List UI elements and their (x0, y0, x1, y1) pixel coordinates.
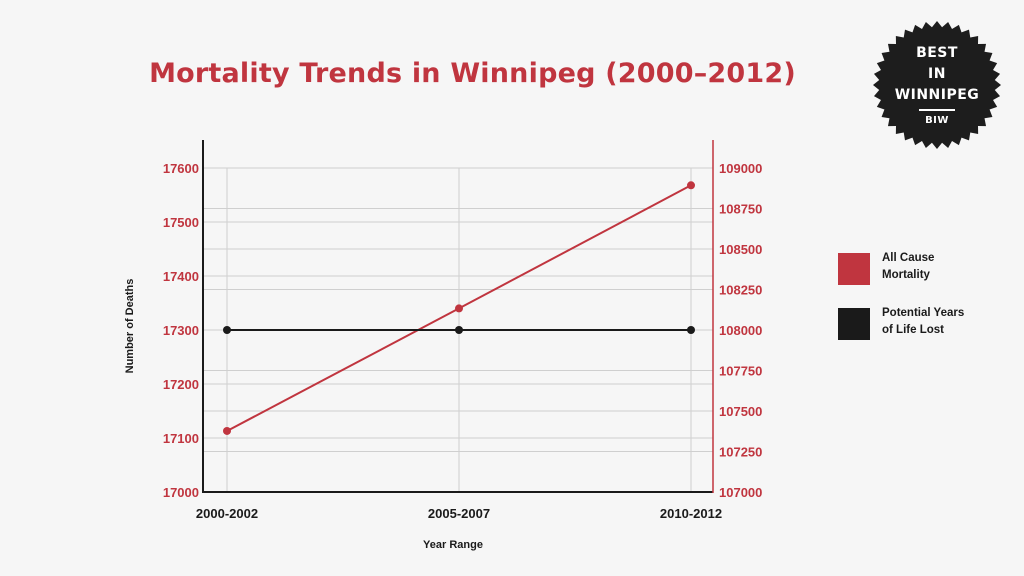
series-point-1 (455, 326, 463, 334)
y-tick-left: 17100 (163, 431, 199, 446)
y-tick-right: 107500 (719, 404, 762, 419)
series-point-1 (223, 326, 231, 334)
x-axis-label: Year Range (423, 539, 483, 551)
y-tick-right: 108500 (719, 242, 762, 257)
series-point-0 (455, 304, 463, 313)
y-tick-right: 109000 (719, 161, 762, 176)
y-tick-right: 107750 (719, 364, 762, 379)
legend-swatch (838, 253, 870, 285)
series-point-1 (687, 326, 695, 334)
legend-label: All Cause Mortality (882, 250, 982, 284)
legend-swatch (838, 308, 870, 340)
legend-item-all-cause-mortality: All Cause Mortality (838, 250, 982, 285)
legend: All Cause Mortality Potential Years of L… (838, 250, 982, 360)
y-axis-label: Number of Deaths (124, 279, 136, 374)
legend-label-line: Mortality (882, 269, 930, 281)
badge-text: BEST IN WINNIPEG BIW (872, 20, 1002, 150)
badge-line-2: IN (928, 66, 946, 82)
y-tick-left: 17400 (163, 269, 199, 284)
y-tick-left: 17500 (163, 215, 199, 230)
x-tick: 2000-2002 (196, 506, 258, 521)
legend-label-line: Potential Years (882, 307, 965, 319)
y-tick-right: 107250 (719, 445, 762, 460)
badge-divider (919, 109, 955, 111)
y-tick-right: 108000 (719, 323, 762, 338)
y-tick-left: 17200 (163, 377, 199, 392)
legend-label-line: of Life Lost (882, 324, 944, 336)
y-tick-left: 17300 (163, 323, 199, 338)
series-point-0 (223, 426, 231, 435)
axes (202, 140, 714, 493)
y-tick-left: 17000 (163, 485, 199, 500)
chart-title: Mortality Trends in Winnipeg (2000–2012) (149, 58, 796, 89)
badge-abbr: BIW (925, 115, 949, 126)
y-tick-right: 107000 (719, 485, 762, 500)
badge-line-3: WINNIPEG (894, 87, 980, 103)
badge-line-1: BEST (916, 45, 958, 61)
y-tick-left: 17600 (163, 161, 199, 176)
legend-label-line: All Cause (882, 252, 935, 264)
y-tick-right: 108250 (719, 283, 762, 298)
legend-item-potential-years: Potential Years of Life Lost (838, 305, 982, 340)
series-point-0 (687, 181, 695, 190)
legend-label: Potential Years of Life Lost (882, 305, 982, 339)
x-tick: 2005-2007 (428, 506, 490, 521)
y-tick-right: 108750 (719, 202, 762, 217)
x-tick: 2010-2012 (660, 506, 722, 521)
best-in-winnipeg-badge: BEST IN WINNIPEG BIW (872, 20, 1002, 150)
series-layer (223, 181, 695, 435)
badge-seal-icon (873, 21, 1001, 149)
tick-labels: 17000 17100 17200 17300 17400 17500 17600 10700… (163, 161, 763, 521)
